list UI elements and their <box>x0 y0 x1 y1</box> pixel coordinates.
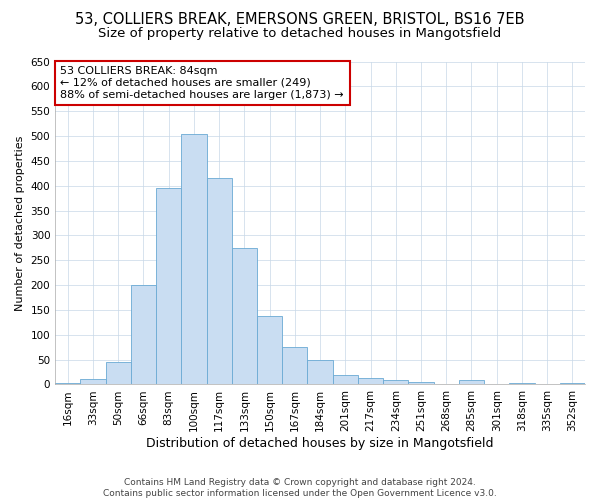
Bar <box>55 383 80 384</box>
Bar <box>282 347 307 385</box>
Bar <box>307 360 332 384</box>
Text: Size of property relative to detached houses in Mangotsfield: Size of property relative to detached ho… <box>98 28 502 40</box>
Bar <box>131 285 156 384</box>
Text: 53 COLLIERS BREAK: 84sqm
← 12% of detached houses are smaller (249)
88% of semi-: 53 COLLIERS BREAK: 84sqm ← 12% of detach… <box>61 66 344 100</box>
Bar <box>232 248 257 384</box>
Bar <box>409 382 434 384</box>
Bar <box>257 316 282 384</box>
Bar <box>332 374 358 384</box>
Bar <box>383 380 409 384</box>
Bar <box>181 134 206 384</box>
Bar <box>156 188 181 384</box>
Bar <box>459 380 484 384</box>
Bar <box>358 378 383 384</box>
X-axis label: Distribution of detached houses by size in Mangotsfield: Distribution of detached houses by size … <box>146 437 494 450</box>
Bar <box>106 362 131 384</box>
Bar <box>206 178 232 384</box>
Bar <box>80 380 106 384</box>
Text: Contains HM Land Registry data © Crown copyright and database right 2024.
Contai: Contains HM Land Registry data © Crown c… <box>103 478 497 498</box>
Text: 53, COLLIERS BREAK, EMERSONS GREEN, BRISTOL, BS16 7EB: 53, COLLIERS BREAK, EMERSONS GREEN, BRIS… <box>75 12 525 28</box>
Y-axis label: Number of detached properties: Number of detached properties <box>15 136 25 310</box>
